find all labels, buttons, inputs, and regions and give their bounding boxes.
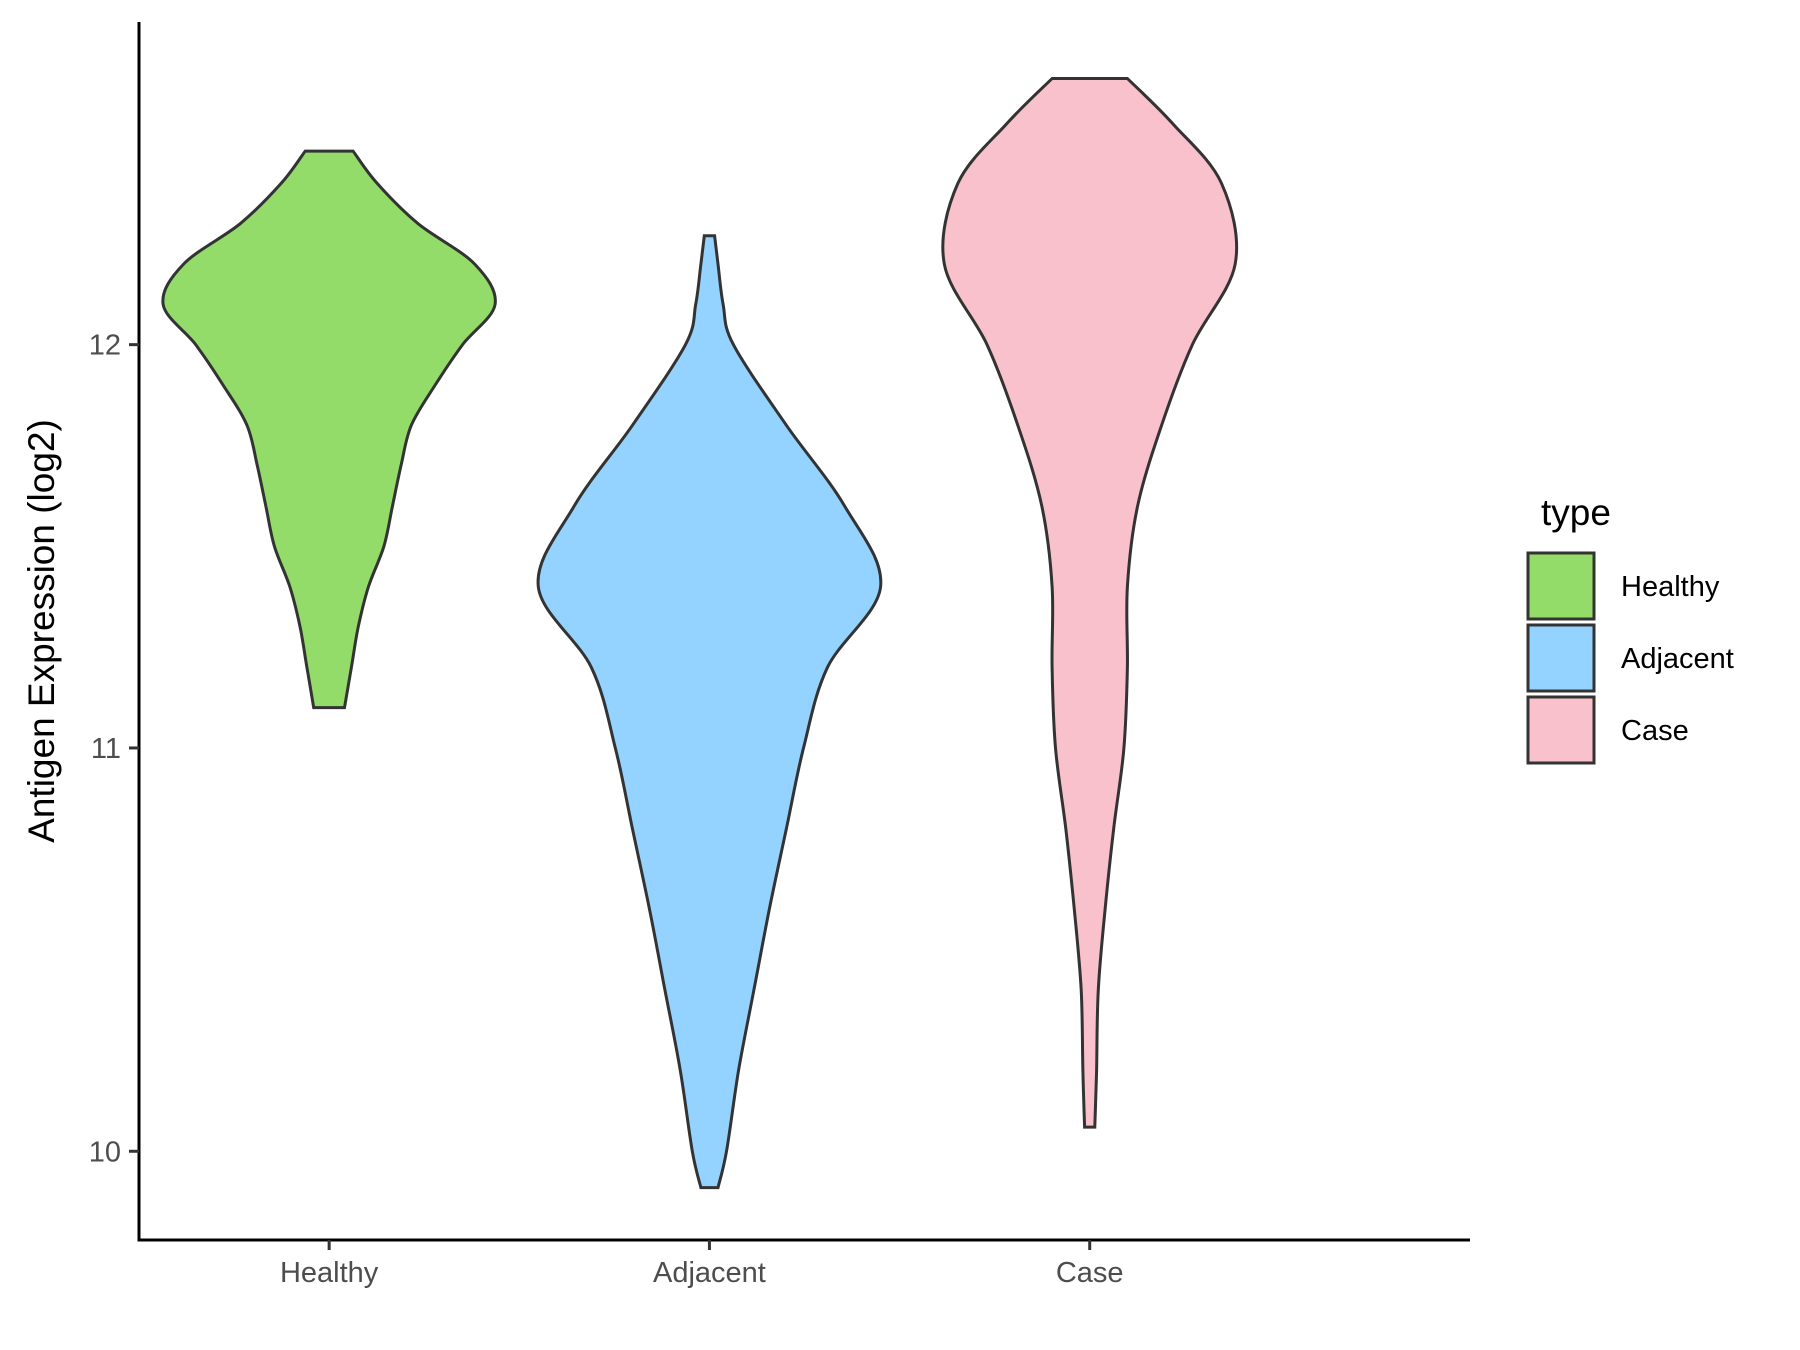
violin-adjacent xyxy=(536,234,883,1190)
legend-label-case: Case xyxy=(1621,715,1689,747)
legend: type Healthy Adjacent Case xyxy=(1526,492,1734,765)
x-tick-label: Case xyxy=(1056,1257,1124,1289)
violin-case xyxy=(941,77,1239,1129)
legend-entries: Healthy Adjacent Case xyxy=(1526,551,1734,765)
x-axis-ticks: Healthy Adjacent Case xyxy=(280,1240,1124,1289)
x-tick-label: Healthy xyxy=(280,1257,379,1289)
legend-label-adjacent: Adjacent xyxy=(1621,643,1734,675)
legend-key-adjacent xyxy=(1526,623,1596,693)
legend-label-healthy: Healthy xyxy=(1621,571,1720,603)
y-tick-label: 11 xyxy=(91,733,121,765)
y-tick-label: 12 xyxy=(89,330,121,362)
y-axis-ticks: 10 11 12 xyxy=(89,330,139,1168)
legend-key-case xyxy=(1526,695,1596,765)
y-tick-label: 10 xyxy=(89,1136,121,1168)
x-tick-label: Adjacent xyxy=(653,1257,766,1289)
y-axis-title: Antigen Expression (log2) xyxy=(21,419,62,843)
legend-title: type xyxy=(1541,492,1611,533)
violin-healthy xyxy=(161,149,497,710)
violin-layer xyxy=(161,77,1239,1190)
legend-key-healthy xyxy=(1526,551,1596,621)
